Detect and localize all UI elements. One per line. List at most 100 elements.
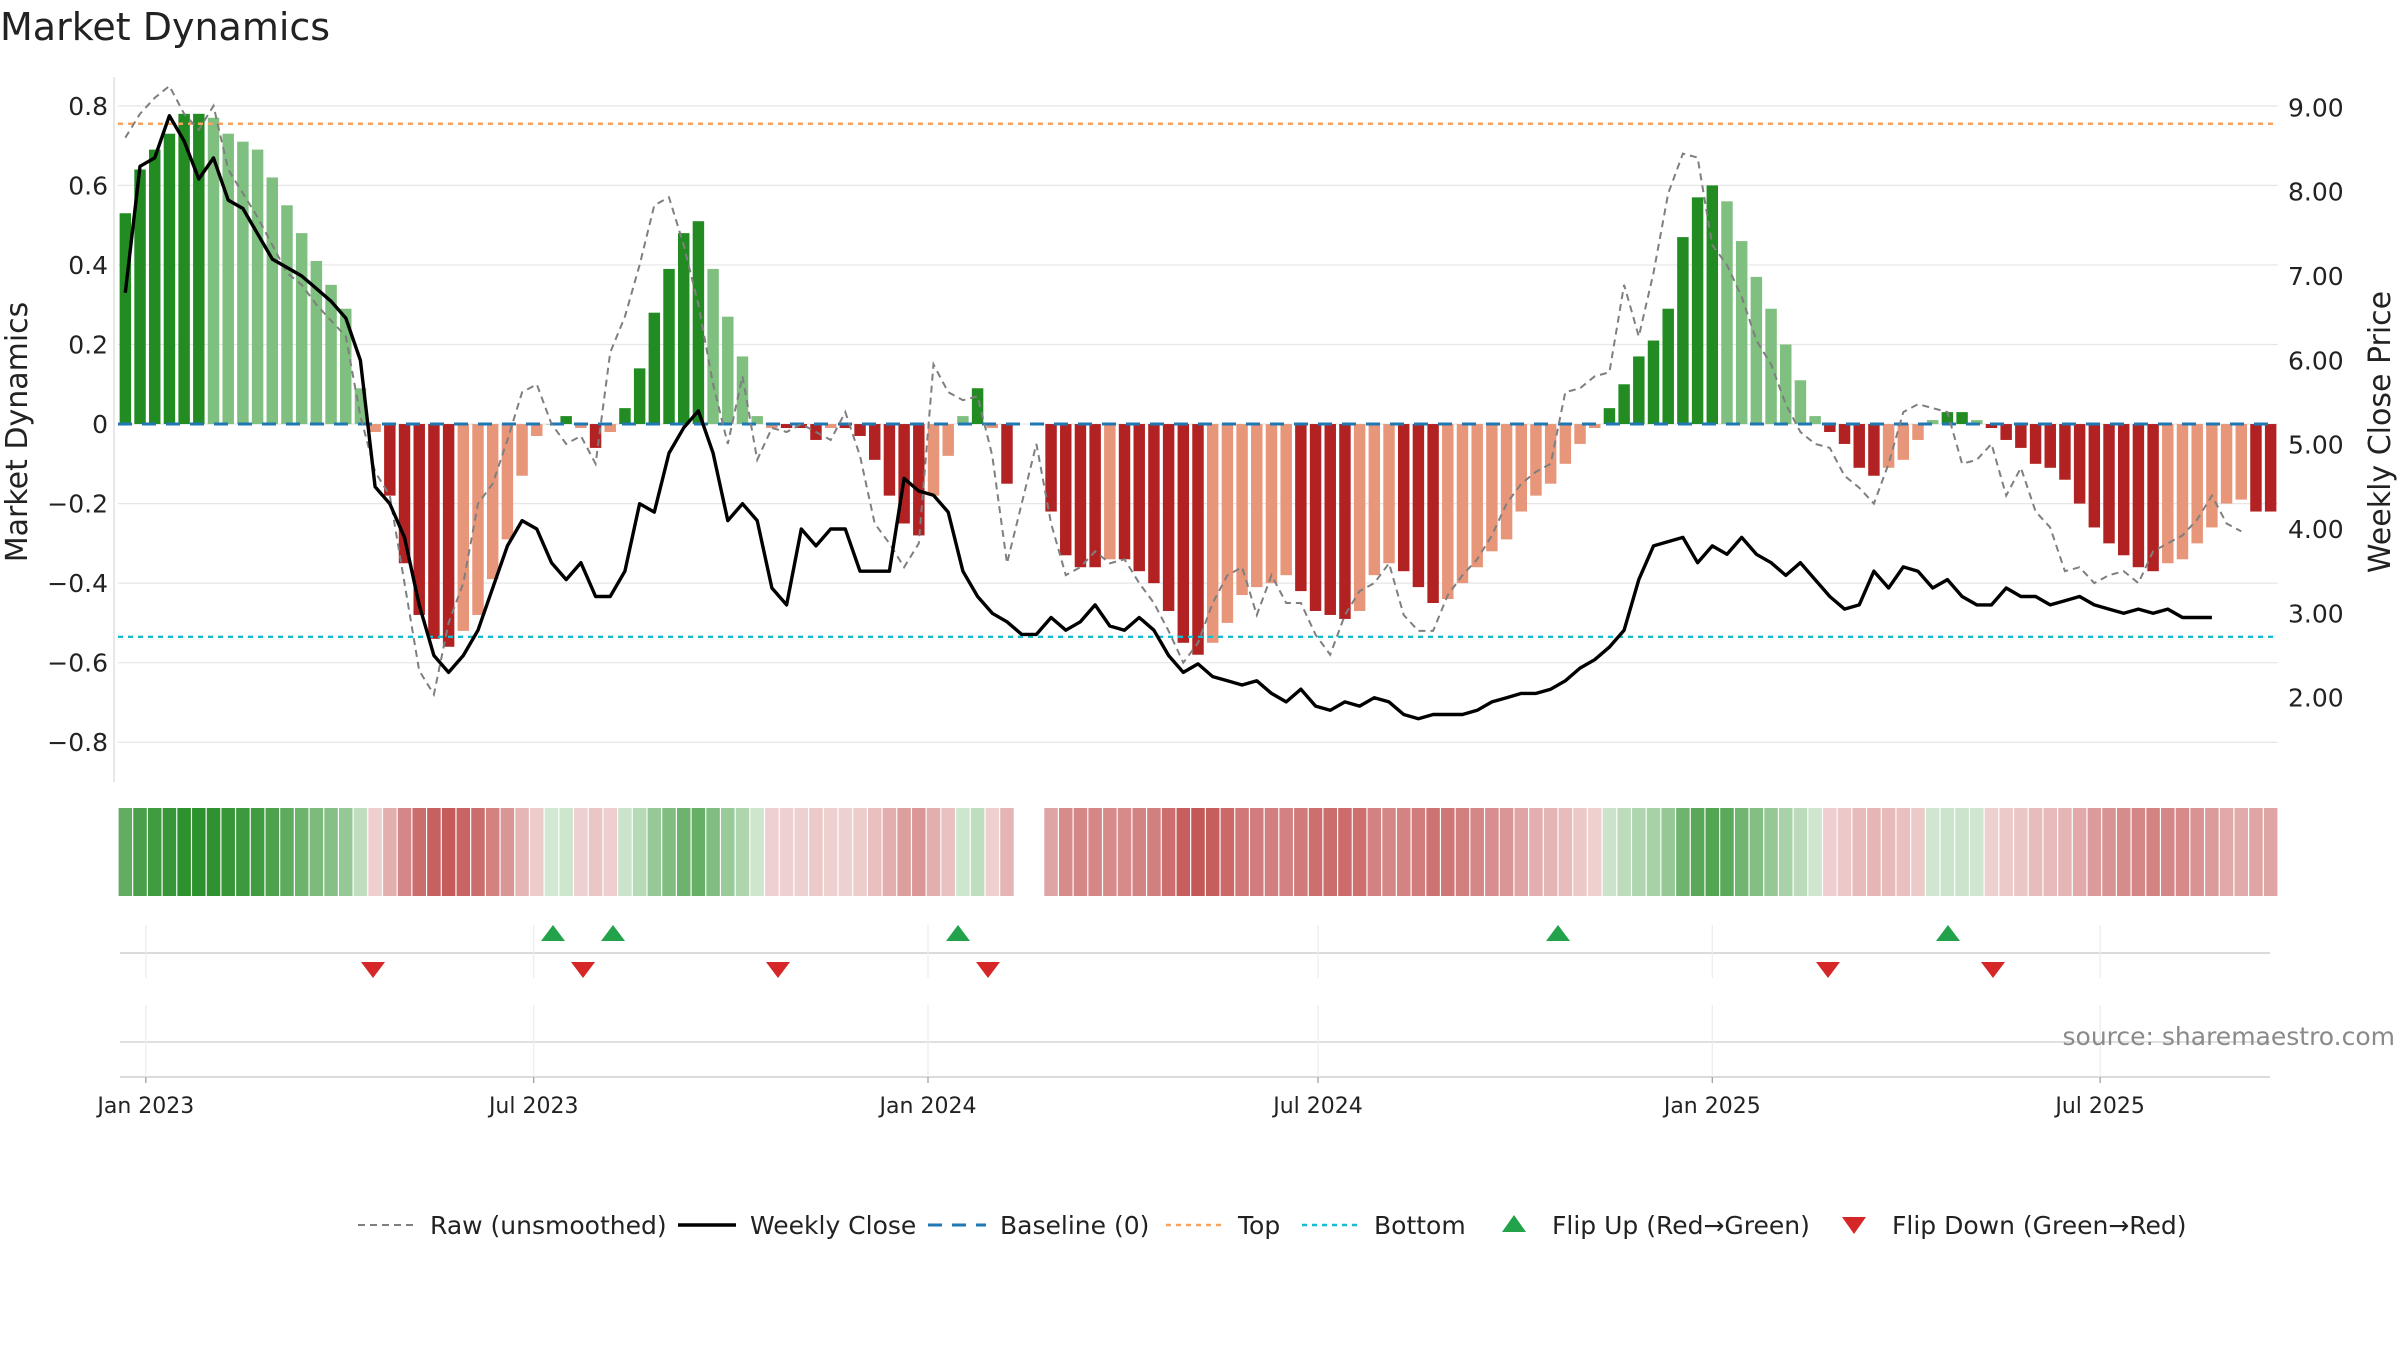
- dynamics-bar: [1544, 424, 1557, 484]
- heatmap-cell: [236, 808, 250, 896]
- dynamics-bar: [2206, 424, 2218, 528]
- y2-tick-label: 3.00: [2288, 599, 2344, 628]
- dynamics-bar: [1574, 424, 1586, 444]
- dynamics-bar: [119, 213, 132, 425]
- legend-label: Bottom: [1374, 1211, 1466, 1240]
- heatmap-cell: [1250, 808, 1264, 896]
- legend-label: Flip Down (Green→Red): [1892, 1211, 2187, 1240]
- heatmap-cell: [1044, 808, 1058, 896]
- dynamics-bar: [2029, 424, 2042, 464]
- heatmap-cell: [206, 808, 221, 896]
- heatmap-cell: [1132, 808, 1146, 896]
- dynamics-bar: [883, 424, 896, 496]
- heatmap-cell: [1896, 808, 1911, 896]
- dynamics-bar: [413, 424, 425, 615]
- dynamics-bar: [2220, 424, 2233, 504]
- heatmap-cell: [280, 808, 294, 896]
- dynamics-bar: [1265, 424, 1278, 584]
- dynamics-bar: [1148, 424, 1160, 584]
- heatmap-cell: [2072, 808, 2087, 896]
- flip-markers-panel: [120, 925, 2270, 978]
- heatmap-cell: [1323, 808, 1338, 896]
- heatmap-cell: [1734, 808, 1749, 896]
- dynamics-bar: [692, 221, 705, 425]
- legend-label: Baseline (0): [1000, 1211, 1149, 1240]
- heatmap-cell: [2249, 808, 2263, 896]
- dynamics-bar: [1442, 424, 1454, 600]
- y-tick-label: 0.2: [68, 331, 108, 360]
- dynamics-bar: [251, 149, 264, 425]
- heatmap-cell: [368, 808, 382, 896]
- flip-up-marker: [541, 925, 565, 941]
- dynamics-bar: [707, 268, 719, 425]
- dynamics-bar: [1251, 424, 1263, 588]
- heatmap-cell: [1867, 808, 1881, 896]
- y2-tick-label: 6.00: [2288, 346, 2344, 375]
- dynamics-bar: [1309, 424, 1322, 611]
- flip-down-marker: [571, 962, 595, 978]
- heatmap-cell: [1940, 808, 1955, 896]
- dynamics-bar: [1427, 424, 1439, 604]
- dynamics-bar: [1001, 424, 1013, 484]
- dynamics-bar: [648, 312, 661, 425]
- dynamics-bar: [1412, 424, 1425, 588]
- dynamics-bar: [560, 416, 572, 425]
- heatmap-cell: [809, 808, 823, 896]
- dynamics-bar: [1706, 185, 1719, 425]
- dynamics-bar: [869, 424, 881, 460]
- heatmap-cell: [574, 808, 588, 896]
- dynamics-bar: [986, 424, 999, 429]
- dynamics-bar: [824, 424, 837, 429]
- dynamics-bar: [722, 316, 734, 425]
- heatmap-cell: [1338, 808, 1352, 896]
- heatmap-cell: [1117, 808, 1132, 896]
- dynamics-bar: [942, 424, 954, 456]
- heatmap-cell: [1205, 808, 1220, 896]
- dynamics-bar: [266, 177, 279, 425]
- x-tick-label: Jul 2024: [1271, 1094, 1363, 1119]
- dynamics-bar: [325, 284, 337, 425]
- heatmap-cell: [2028, 808, 2043, 896]
- dynamics-bar: [589, 424, 602, 448]
- dynamics-bar: [398, 424, 411, 564]
- dynamics-bar: [2000, 424, 2012, 440]
- dynamics-bar: [751, 416, 763, 425]
- x-tick-label: Jul 2023: [487, 1094, 579, 1119]
- dynamics-bar: [1133, 424, 1145, 572]
- y2-tick-label: 7.00: [2288, 262, 2344, 291]
- dynamics-bar: [1074, 424, 1087, 568]
- heatmap-cell: [383, 808, 397, 896]
- dynamics-bar: [1486, 424, 1498, 552]
- line-series: [123, 84, 2242, 721]
- dynamics-bar: [457, 424, 470, 631]
- dynamics-bar: [1633, 356, 1645, 425]
- dynamics-bar: [957, 416, 969, 425]
- dynamics-bar: [2191, 424, 2203, 544]
- heatmap-cell: [1911, 808, 1925, 896]
- dynamics-bar: [1162, 424, 1175, 611]
- heatmap-cell: [882, 808, 897, 896]
- heatmap-cell: [1235, 808, 1249, 896]
- flip-down-marker: [766, 962, 790, 978]
- heatmap-cell: [1587, 808, 1602, 896]
- heatmap-cell: [309, 808, 324, 896]
- heatmap-cell: [1705, 808, 1720, 896]
- legend-item: Flip Down (Green→Red): [1842, 1211, 2187, 1240]
- y2-tick-label: 2.00: [2288, 684, 2344, 713]
- heatmap-cell: [1441, 808, 1455, 896]
- dynamics-bar: [1045, 424, 1057, 512]
- heatmap-cell: [1367, 808, 1382, 896]
- dynamics-bar: [2132, 424, 2145, 568]
- legend: Raw (unsmoothed) Weekly Close Baseline (0)…: [358, 1211, 2187, 1240]
- dynamics-bar: [1456, 424, 1469, 584]
- heatmap-cell: [1632, 808, 1646, 896]
- heatmap-cell: [1058, 808, 1073, 896]
- heatmap-cell: [1793, 808, 1808, 896]
- y-axis-label: Market Dynamics: [0, 302, 35, 563]
- heatmap-cell: [544, 808, 559, 896]
- dynamics-bar: [2162, 424, 2174, 564]
- legend-item: Baseline (0): [928, 1211, 1149, 1240]
- dynamics-bar: [295, 233, 308, 425]
- heatmap-cell: [1955, 808, 1969, 896]
